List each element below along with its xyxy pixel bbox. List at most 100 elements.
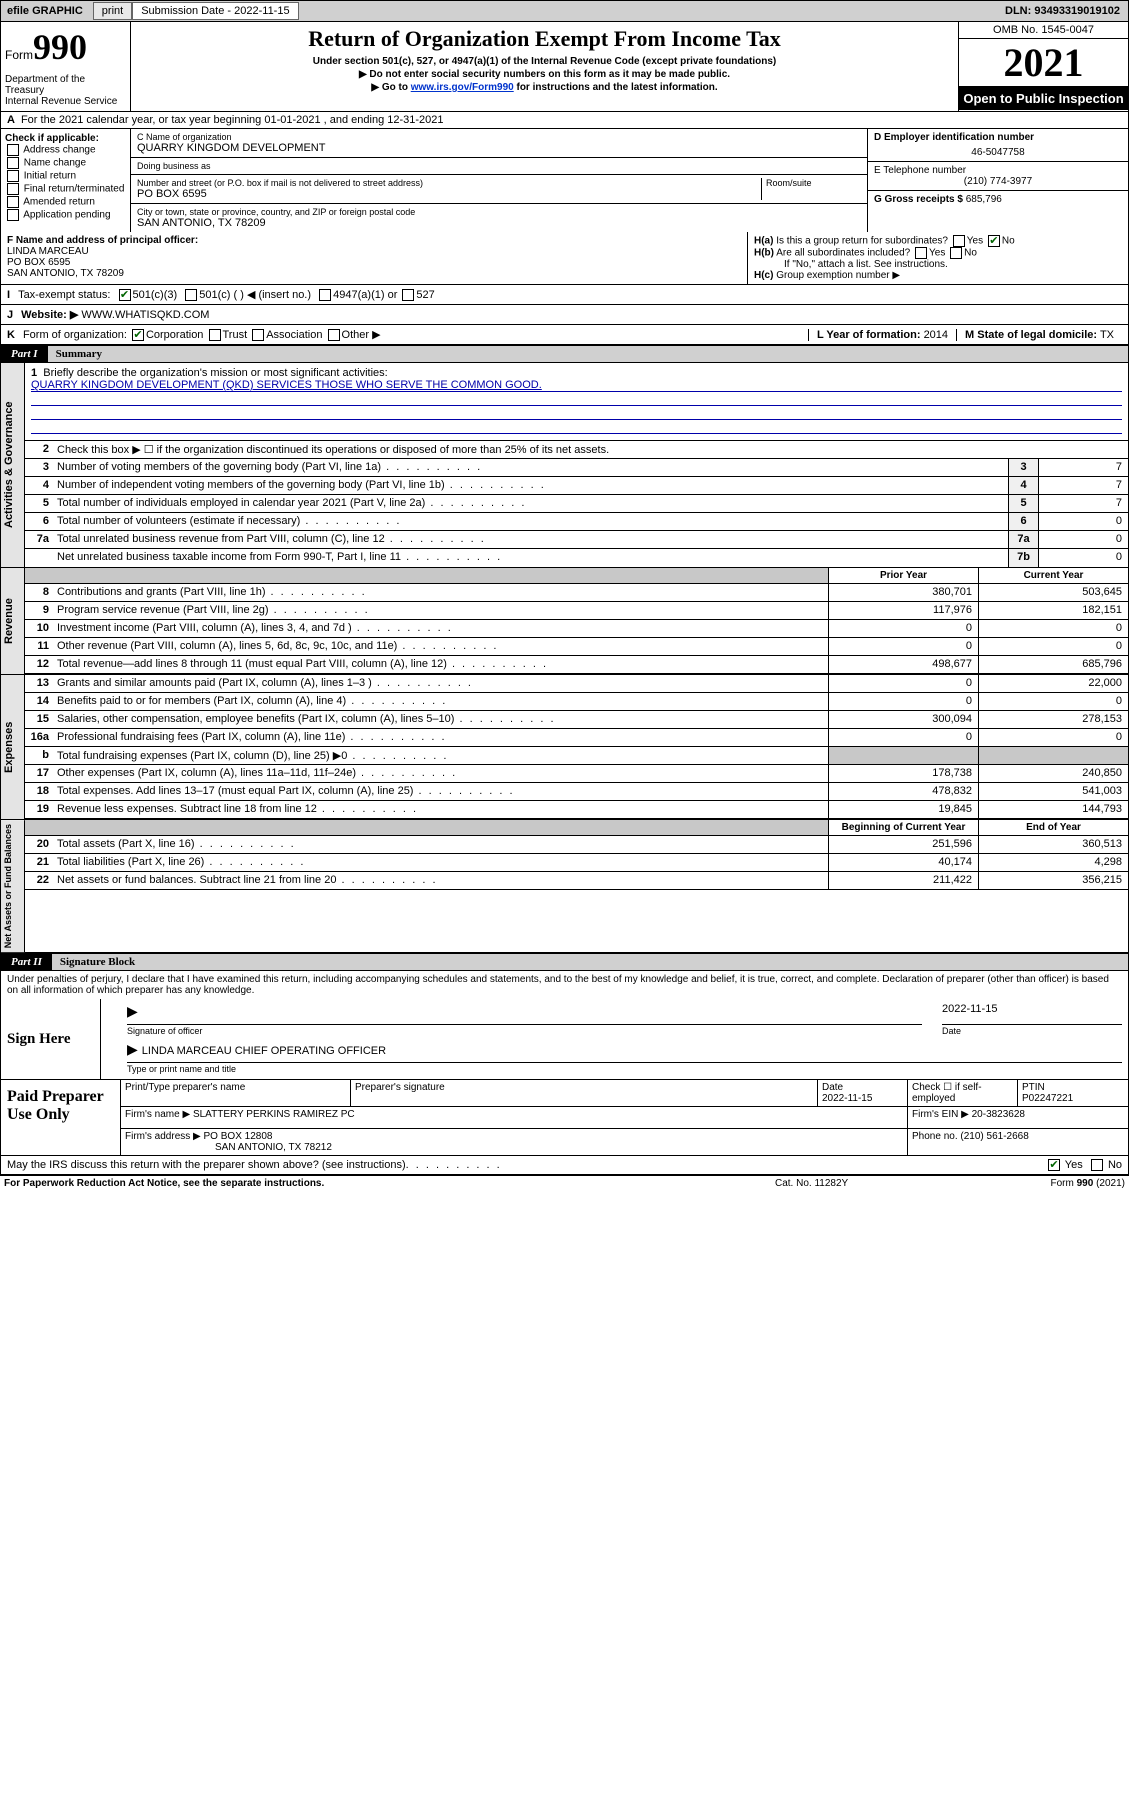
section-c: C Name of organizationQUARRY KINGDOM DEV… <box>131 129 868 232</box>
street-address: PO BOX 6595 <box>137 188 761 200</box>
subtitle-1: Under section 501(c), 527, or 4947(a)(1)… <box>139 56 950 67</box>
tab-revenue: Revenue <box>1 568 25 674</box>
ptin: P02247221 <box>1022 1093 1124 1104</box>
fin-row: bTotal fundraising expenses (Part IX, co… <box>25 747 1128 765</box>
gov-row: 3Number of voting members of the governi… <box>25 459 1128 477</box>
dln-label: DLN: 93493319019102 <box>997 3 1128 19</box>
fin-row: 16aProfessional fundraising fees (Part I… <box>25 729 1128 747</box>
row-i: I Tax-exempt status: 501(c)(3) 501(c) ( … <box>0 285 1129 305</box>
part2-header: Part II Signature Block <box>0 953 1129 971</box>
fin-row: 21Total liabilities (Part X, line 26)40,… <box>25 854 1128 872</box>
signature-block: Sign Here Signature of officer 2022-11-1… <box>0 999 1129 1175</box>
chk-final-return[interactable]: Final return/terminated <box>5 183 126 195</box>
sign-date: 2022-11-15 <box>942 1003 997 1015</box>
print-button[interactable]: print <box>93 2 132 20</box>
form-title: Return of Organization Exempt From Incom… <box>139 26 950 52</box>
tab-governance: Activities & Governance <box>1 363 25 567</box>
chk-assoc[interactable] <box>252 329 264 341</box>
activities-governance: Activities & Governance 1 Briefly descri… <box>0 363 1129 568</box>
fin-row: 14Benefits paid to or for members (Part … <box>25 693 1128 711</box>
sign-here-label: Sign Here <box>1 999 101 1079</box>
firm-city: SAN ANTONIO, TX 78212 <box>125 1142 332 1153</box>
website-url: WWW.WHATISQKD.COM <box>81 309 209 321</box>
form-word: Form <box>5 48 33 62</box>
revenue-section: Revenue Prior YearCurrent Year 8Contribu… <box>0 568 1129 675</box>
gross-receipts: 685,796 <box>966 194 1002 205</box>
prep-date: 2022-11-15 <box>822 1093 903 1104</box>
row-j: J Website: ▶ WWW.WHATISQKD.COM <box>0 305 1129 325</box>
row-klm: KForm of organization: Corporation Trust… <box>0 325 1129 345</box>
ein: 46-5047758 <box>874 143 1122 158</box>
chk-app-pending[interactable]: Application pending <box>5 209 126 221</box>
hb-yes[interactable] <box>915 247 927 259</box>
ha-yes[interactable] <box>953 235 965 247</box>
irs-link[interactable]: www.irs.gov/Form990 <box>411 82 514 93</box>
signer-name: LINDA MARCEAU CHIEF OPERATING OFFICER <box>142 1045 386 1057</box>
chk-initial-return[interactable]: Initial return <box>5 170 126 182</box>
tab-expenses: Expenses <box>1 675 25 819</box>
chk-501c3[interactable] <box>119 289 131 301</box>
fin-row: 8Contributions and grants (Part VIII, li… <box>25 584 1128 602</box>
fin-row: 22Net assets or fund balances. Subtract … <box>25 872 1128 890</box>
chk-501c[interactable] <box>185 289 197 301</box>
fin-row: 12Total revenue—add lines 8 through 11 (… <box>25 656 1128 674</box>
row-a: AFor the 2021 calendar year, or tax year… <box>0 112 1129 129</box>
top-bar: efile GRAPHIC print Submission Date - 20… <box>0 0 1129 22</box>
fin-row: 17Other expenses (Part IX, column (A), l… <box>25 765 1128 783</box>
org-name: QUARRY KINGDOM DEVELOPMENT <box>137 142 861 154</box>
chk-4947[interactable] <box>319 289 331 301</box>
omb-number: OMB No. 1545-0047 <box>959 22 1128 39</box>
chk-trust[interactable] <box>209 329 221 341</box>
gov-row: Net unrelated business taxable income fr… <box>25 549 1128 567</box>
domicile: TX <box>1100 329 1114 341</box>
tab-netassets: Net Assets or Fund Balances <box>1 820 25 952</box>
fin-row: 13Grants and similar amounts paid (Part … <box>25 675 1128 693</box>
ha-no[interactable] <box>988 235 1000 247</box>
penalty-text: Under penalties of perjury, I declare th… <box>0 971 1129 999</box>
subtitle-3: Go to www.irs.gov/Form990 for instructio… <box>139 82 950 93</box>
city-state-zip: SAN ANTONIO, TX 78209 <box>137 217 861 229</box>
open-public-badge: Open to Public Inspection <box>959 87 1128 110</box>
discuss-no[interactable] <box>1091 1159 1103 1171</box>
submission-date: Submission Date - 2022-11-15 <box>132 2 298 20</box>
officer-addr2: SAN ANTONIO, TX 78209 <box>7 268 124 279</box>
entity-block: Check if applicable: Address change Name… <box>0 129 1129 232</box>
officer-row: F Name and address of principal officer:… <box>0 232 1129 285</box>
expenses-section: Expenses 13Grants and similar amounts pa… <box>0 675 1129 820</box>
chk-name-change[interactable]: Name change <box>5 157 126 169</box>
fin-row: 20Total assets (Part X, line 16)251,5963… <box>25 836 1128 854</box>
section-b: Check if applicable: Address change Name… <box>1 129 131 232</box>
fin-row: 10Investment income (Part VIII, column (… <box>25 620 1128 638</box>
officer-addr1: PO BOX 6595 <box>7 257 70 268</box>
officer-name: LINDA MARCEAU <box>7 246 89 257</box>
fin-row: 18Total expenses. Add lines 13–17 (must … <box>25 783 1128 801</box>
fin-row: 19Revenue less expenses. Subtract line 1… <box>25 801 1128 819</box>
paid-preparer-label: Paid Preparer Use Only <box>1 1080 121 1155</box>
year-formation: 2014 <box>924 329 948 341</box>
fin-row: 9Program service revenue (Part VIII, lin… <box>25 602 1128 620</box>
phone: (210) 774-3977 <box>874 176 1122 187</box>
tax-year: 2021 <box>959 39 1128 87</box>
chk-other[interactable] <box>328 329 340 341</box>
chk-address-change[interactable]: Address change <box>5 144 126 156</box>
hb-no[interactable] <box>950 247 962 259</box>
efile-label: efile GRAPHIC <box>1 3 89 19</box>
chk-corp[interactable] <box>132 329 144 341</box>
dept-label: Department of the Treasury Internal Reve… <box>5 68 126 107</box>
section-de: D Employer identification number46-50477… <box>868 129 1128 232</box>
page-footer: For Paperwork Reduction Act Notice, see … <box>0 1175 1129 1191</box>
firm-name: SLATTERY PERKINS RAMIREZ PC <box>193 1109 355 1120</box>
chk-527[interactable] <box>402 289 414 301</box>
form-number: 990 <box>33 27 87 67</box>
mission-text: QUARRY KINGDOM DEVELOPMENT (QKD) SERVICE… <box>31 379 1122 392</box>
gov-row: 5Total number of individuals employed in… <box>25 495 1128 513</box>
gov-row: 6Total number of volunteers (estimate if… <box>25 513 1128 531</box>
gov-row: 7aTotal unrelated business revenue from … <box>25 531 1128 549</box>
discuss-yes[interactable] <box>1048 1159 1060 1171</box>
firm-ein: 20-3823628 <box>972 1109 1025 1120</box>
part1-header: Part I Summary <box>0 345 1129 363</box>
subtitle-2: Do not enter social security numbers on … <box>139 69 950 80</box>
netassets-section: Net Assets or Fund Balances Beginning of… <box>0 820 1129 953</box>
chk-amended[interactable]: Amended return <box>5 196 126 208</box>
gov-row: 4Number of independent voting members of… <box>25 477 1128 495</box>
